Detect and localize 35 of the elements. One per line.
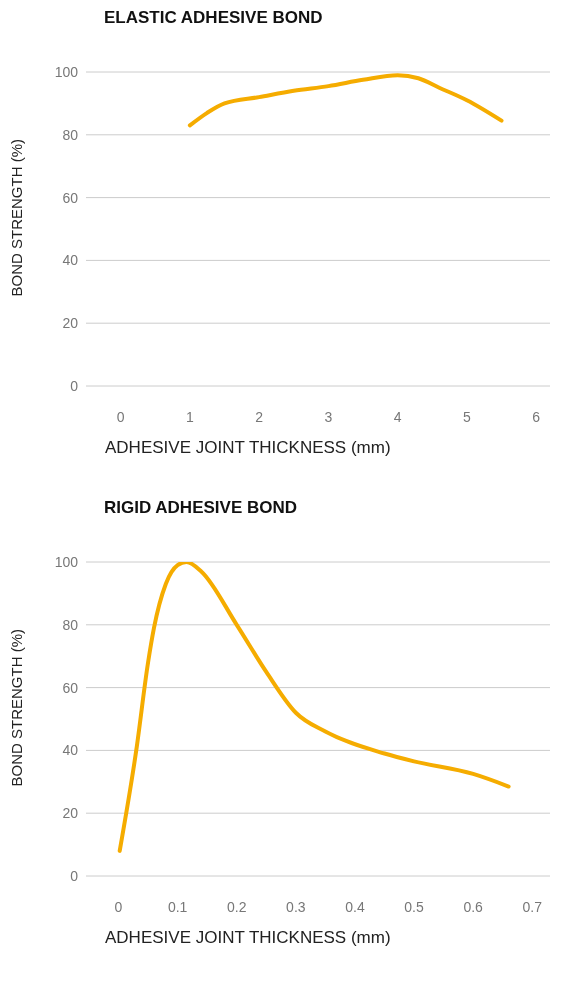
line-series (187, 73, 504, 128)
x-tick-label: 0.2 (226, 898, 247, 915)
x-tick-label: 0.5 (404, 898, 424, 915)
y-axis-title: BOND STRENGTH (%) (8, 139, 25, 297)
y-tick-label: 100 (54, 63, 79, 80)
x-tick-label: 4 (393, 408, 402, 425)
line-series (117, 562, 511, 853)
y-tick-label: 60 (62, 679, 79, 696)
x-tick-label: 0.4 (345, 898, 365, 915)
x-tick-label: 2 (255, 408, 264, 425)
x-axis-title: ADHESIVE JOINT THICKNESS (mm) (105, 438, 391, 458)
y-tick-label: 0 (70, 867, 79, 884)
x-tick-label: 6 (532, 408, 541, 425)
x-tick-label: 0.7 (522, 898, 543, 915)
x-tick-label: 3 (324, 408, 333, 425)
y-tick-label: 100 (54, 553, 79, 570)
y-tick-label: 80 (62, 126, 79, 143)
chart-title: RIGID ADHESIVE BOND (104, 498, 298, 518)
chart-title: ELASTIC ADHESIVE BOND (104, 8, 323, 28)
y-tick-label: 40 (62, 252, 79, 269)
x-axis-title: ADHESIVE JOINT THICKNESS (mm) (105, 928, 391, 948)
y-tick-label: 80 (62, 616, 79, 633)
y-axis-title: BOND STRENGTH (%) (8, 629, 25, 787)
x-tick-label: 0.3 (286, 898, 306, 915)
x-tick-label: 1 (185, 408, 194, 425)
y-tick-label: 60 (62, 189, 79, 206)
y-tick-label: 20 (62, 315, 79, 332)
y-tick-label: 40 (62, 742, 79, 759)
y-tick-label: 0 (70, 377, 79, 394)
x-tick-label: 0.1 (167, 898, 188, 915)
x-tick-label: 0 (116, 408, 125, 425)
x-tick-label: 0 (114, 898, 123, 915)
y-tick-label: 20 (62, 805, 79, 822)
x-tick-label: 0.6 (463, 898, 484, 915)
x-tick-label: 5 (463, 408, 471, 425)
